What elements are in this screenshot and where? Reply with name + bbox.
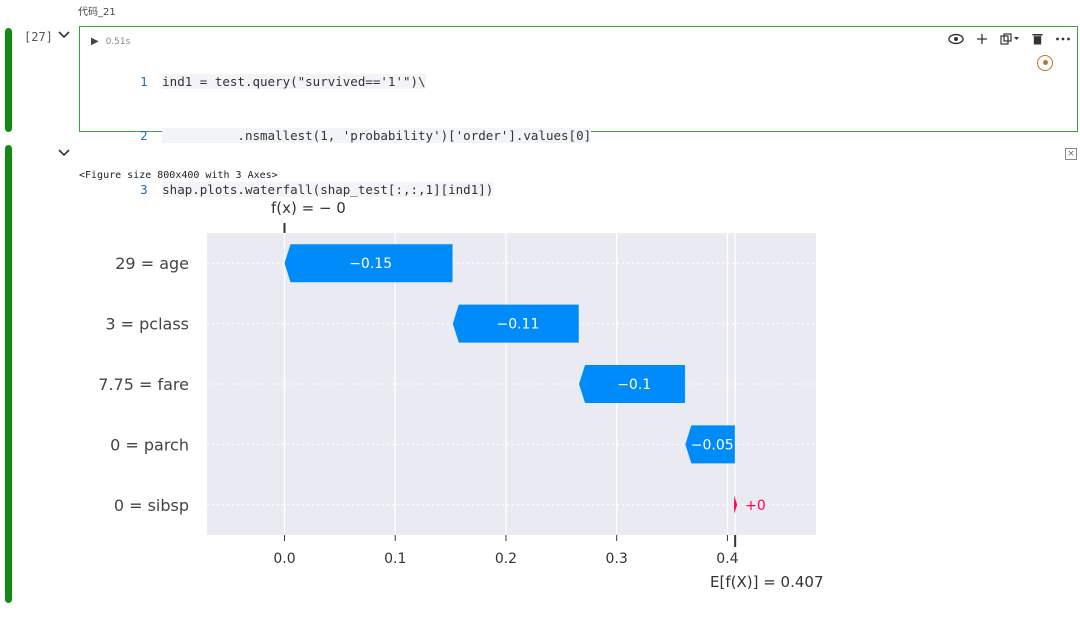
shap-bar-negative	[452, 304, 580, 343]
shap-bar-negative	[685, 425, 736, 464]
execution-count: [27]	[24, 30, 53, 44]
feature-label: 0 = sibsp	[114, 496, 189, 515]
line-number: 1	[140, 74, 148, 89]
bar-value-label: −0.1	[617, 377, 651, 393]
run-info: ▶ 0.51s	[91, 36, 130, 47]
run-time: 0.51s	[105, 37, 131, 47]
more-icon[interactable]	[1055, 33, 1071, 49]
bar-value-label: +0	[745, 498, 766, 514]
delete-icon[interactable]	[1032, 33, 1043, 49]
code-line[interactable]: 1 ind1 = test.query("survived=='1'")\	[95, 55, 591, 109]
clear-output-icon[interactable]: ×	[1065, 148, 1077, 160]
base-value-label: E[f(X)] = 0.407	[710, 573, 824, 591]
feature-label: 0 = parch	[110, 435, 189, 454]
code-line[interactable]: 2 .nsmallest(1, 'probability')['order'].…	[95, 109, 592, 163]
shap-bar-negative	[579, 365, 686, 403]
cell-toolbar	[948, 33, 1071, 49]
line-number: 3	[140, 182, 148, 197]
code-text[interactable]: shap.plots.waterfall(shap_test[:,:,1][in…	[162, 182, 494, 197]
bar-value-label: −0.15	[349, 256, 392, 272]
figure-size-text: <Figure size 800x400 with 3 Axes>	[79, 170, 278, 181]
x-tick-label: 0.4	[716, 551, 738, 567]
avatar-icon[interactable]	[1037, 55, 1053, 71]
x-tick-label: 0.3	[606, 551, 628, 567]
collapse-output-chevron-icon[interactable]	[58, 148, 70, 161]
output-status-bar[interactable]	[5, 145, 12, 603]
cell-status-bar[interactable]	[5, 28, 12, 132]
shap-bar-positive	[734, 495, 738, 514]
feature-label: 3 = pclass	[105, 315, 189, 334]
code-editor[interactable]: ▶ 0.51s 1 ind1 = test.query("survived=='1…	[79, 26, 1078, 197]
add-icon[interactable]	[976, 33, 988, 49]
code-text[interactable]: ind1 = test.query("survived=='1'")\	[162, 74, 426, 89]
code-lines[interactable]: 1 ind1 = test.query("survived=='1'")\ 2 .…	[95, 55, 592, 217]
x-tick-label: 0.0	[273, 551, 295, 567]
copy-icon[interactable]	[1000, 33, 1020, 49]
feature-label: 7.75 = fare	[98, 375, 189, 394]
code-line[interactable]: 3 shap.plots.waterfall(shap_test[:,:,1][i…	[95, 163, 591, 217]
plot-background	[207, 233, 816, 535]
shap-bar-negative	[284, 244, 453, 283]
run-status-icon: ▶	[91, 36, 99, 47]
collapse-code-chevron-icon[interactable]	[58, 30, 70, 43]
eye-icon[interactable]	[948, 33, 964, 49]
x-tick-label: 0.1	[384, 551, 406, 567]
line-number: 2	[140, 128, 148, 143]
bar-value-label: −0.05	[691, 437, 734, 453]
cell-title: 代码_21	[78, 7, 116, 18]
code-text[interactable]: .nsmallest(1, 'probability')['order'].va…	[162, 128, 592, 143]
feature-label: 29 = age	[115, 254, 189, 273]
bar-value-label: −0.11	[496, 317, 539, 333]
x-tick-label: 0.2	[495, 551, 517, 567]
